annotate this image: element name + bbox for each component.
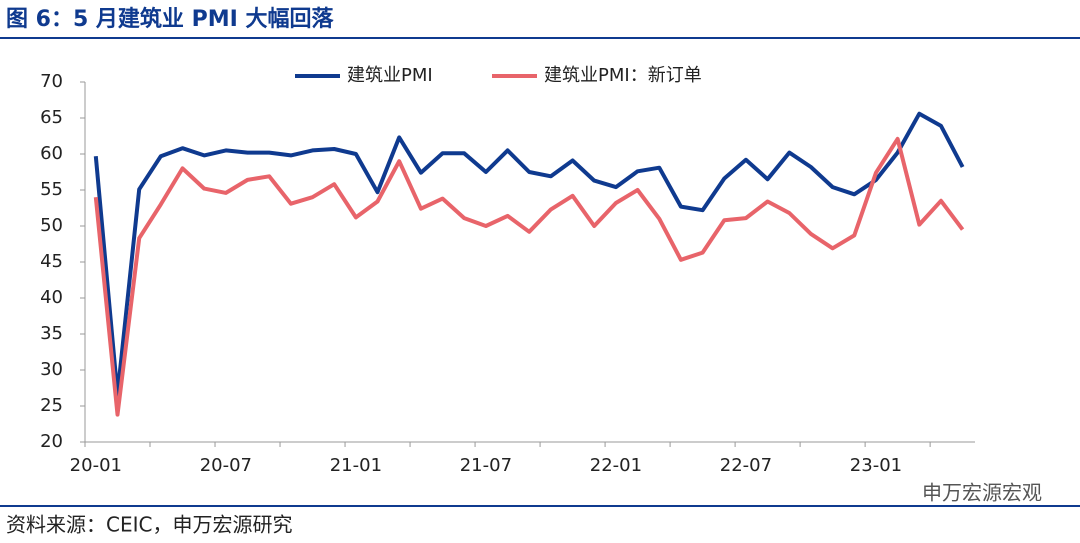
legend-label: 建筑业PMI [347, 65, 433, 86]
x-tick-label: 20-07 [200, 455, 252, 476]
x-tick-label: 21-07 [460, 455, 512, 476]
source-note: 资料来源：CEIC，申万宏源研究 [6, 513, 292, 537]
x-tick-label: 23-01 [850, 455, 902, 476]
x-tick-label: 20-01 [70, 455, 122, 476]
series-line [93, 136, 965, 417]
y-tick-label: 50 [40, 215, 63, 236]
y-tick-label: 35 [40, 323, 63, 344]
y-tick-label: 30 [40, 359, 63, 380]
x-tick-label: 22-07 [720, 455, 772, 476]
chart-title: 图 6：5 月建筑业 PMI 大幅回落 [6, 6, 334, 32]
y-tick-label: 40 [40, 287, 63, 308]
watermark: 申万宏源宏观 [922, 481, 1042, 505]
legend-label: 建筑业PMI：新订单 [544, 65, 702, 86]
y-tick-label: 60 [40, 143, 63, 164]
y-tick-label: 20 [40, 431, 63, 452]
y-tick-label: 25 [40, 395, 63, 416]
y-tick-label: 65 [40, 107, 63, 128]
x-tick-label: 21-01 [330, 455, 382, 476]
y-tick-label: 70 [40, 71, 63, 92]
y-tick-label: 55 [40, 179, 63, 200]
series-line [93, 111, 965, 397]
y-tick-label: 45 [40, 251, 63, 272]
x-tick-label: 22-01 [590, 455, 642, 476]
